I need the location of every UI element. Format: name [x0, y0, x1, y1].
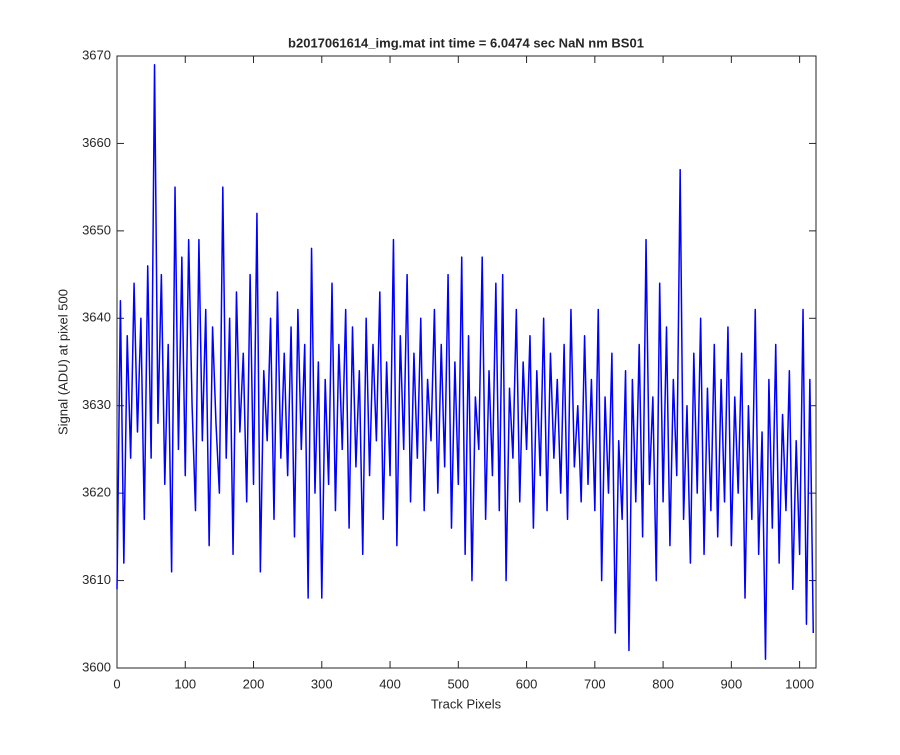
x-tick-label: 900 [721, 676, 743, 691]
x-tick-label: 500 [447, 676, 469, 691]
x-axis-label: Track Pixels [431, 696, 502, 711]
x-tick-label: 200 [243, 676, 265, 691]
y-tick-label: 3670 [82, 47, 111, 62]
y-tick-label: 3600 [82, 659, 111, 674]
x-tick-label: 300 [311, 676, 333, 691]
y-tick-label: 3660 [82, 135, 111, 150]
chart-title: b2017061614_img.mat int time = 6.0474 se… [288, 35, 644, 50]
y-tick-label: 3610 [82, 572, 111, 587]
x-tick-label: 700 [584, 676, 606, 691]
x-tick-label: 100 [174, 676, 196, 691]
x-tick-label: 800 [652, 676, 674, 691]
x-tick-label: 0 [113, 676, 120, 691]
data-line [116, 63, 815, 661]
x-tick-label: 1000 [785, 676, 814, 691]
y-tick-label: 3650 [82, 222, 111, 237]
y-tick-label: 3630 [82, 397, 111, 412]
y-tick-label: 3620 [82, 485, 111, 500]
y-tick-label: 3640 [82, 310, 111, 325]
plot-frame [116, 55, 817, 669]
y-axis-label: Signal (ADU) at pixel 500 [55, 289, 70, 435]
x-tick-label: 400 [379, 676, 401, 691]
x-tick-label: 600 [516, 676, 538, 691]
